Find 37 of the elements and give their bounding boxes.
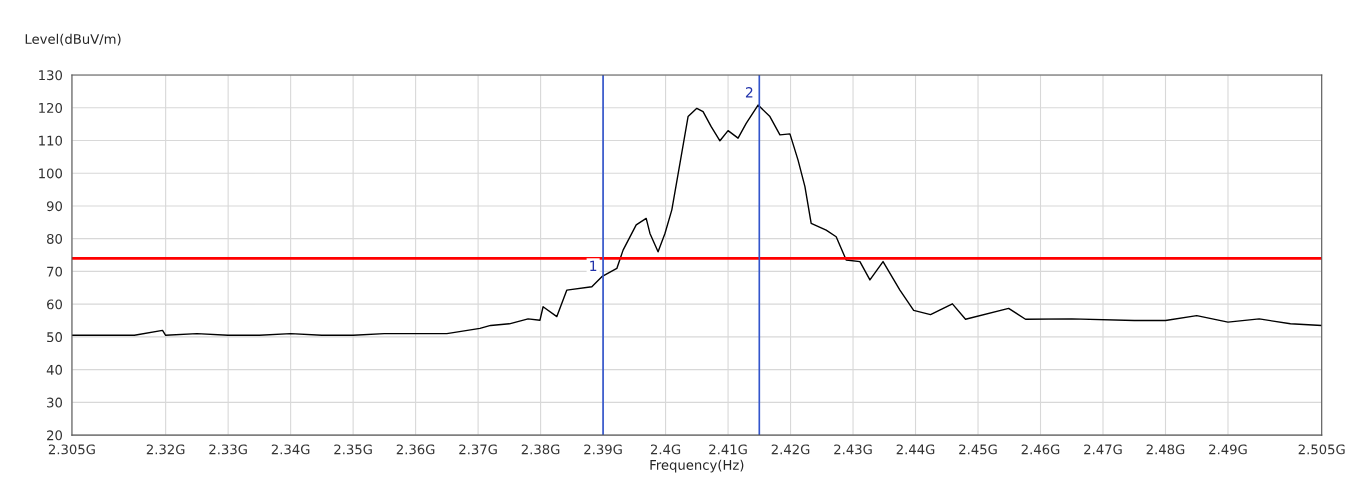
- y-tick-label: 110: [39, 135, 63, 146]
- x-tick-label: 2.43G: [834, 444, 872, 455]
- x-tick-label: 2.39G: [584, 444, 622, 455]
- x-tick-label: 2.42G: [771, 444, 810, 455]
- x-tick-label: 2.4G: [650, 444, 681, 455]
- y-tick-label: 90: [46, 201, 63, 212]
- y-tick-label: 30: [47, 397, 63, 408]
- x-tick-label: 2.47G: [1084, 444, 1122, 455]
- x-tick-label: 2.45G: [959, 444, 997, 455]
- y-tick-label: 20: [47, 430, 63, 441]
- y-tick-label: 60: [47, 299, 63, 310]
- y-tick-label: 70: [47, 266, 63, 277]
- y-axis-title: Level(dBuV/m): [25, 33, 121, 46]
- line-series: [71, 104, 1322, 336]
- x-axis-title: Frequency(Hz): [650, 459, 744, 473]
- x-tick-label: 2.35G: [334, 444, 372, 455]
- annotation: 1: [590, 260, 597, 271]
- x-tick-label: 2.37G: [459, 444, 497, 455]
- x-tick-label: 2.41G: [709, 444, 747, 455]
- y-tick-label: 40: [46, 364, 63, 375]
- y-tick-label: 80: [47, 233, 63, 244]
- y-tick-label: 100: [39, 168, 63, 179]
- x-tick-label: 2.44G: [896, 444, 935, 455]
- x-tick-label: 2.46G: [1021, 444, 1060, 455]
- x-tick-label: 2.505G: [1298, 444, 1345, 455]
- y-tick-label: 130: [39, 70, 63, 81]
- x-tick-label: 2.33G: [209, 444, 247, 455]
- x-tick-label: 2.48G: [1146, 444, 1185, 455]
- x-tick-label: 2.32G: [146, 444, 185, 455]
- x-tick-label: 2.49G: [1209, 444, 1247, 455]
- x-tick-label: 2.36G: [396, 444, 435, 455]
- y-tick-label: 50: [47, 332, 63, 343]
- x-tick-label: 2.34G: [271, 444, 310, 455]
- x-tick-label: 2.305G: [48, 444, 95, 455]
- x-tick-label: 2.38G: [521, 444, 560, 455]
- annotation: 2: [745, 87, 753, 98]
- y-tick-label: 120: [39, 102, 63, 113]
